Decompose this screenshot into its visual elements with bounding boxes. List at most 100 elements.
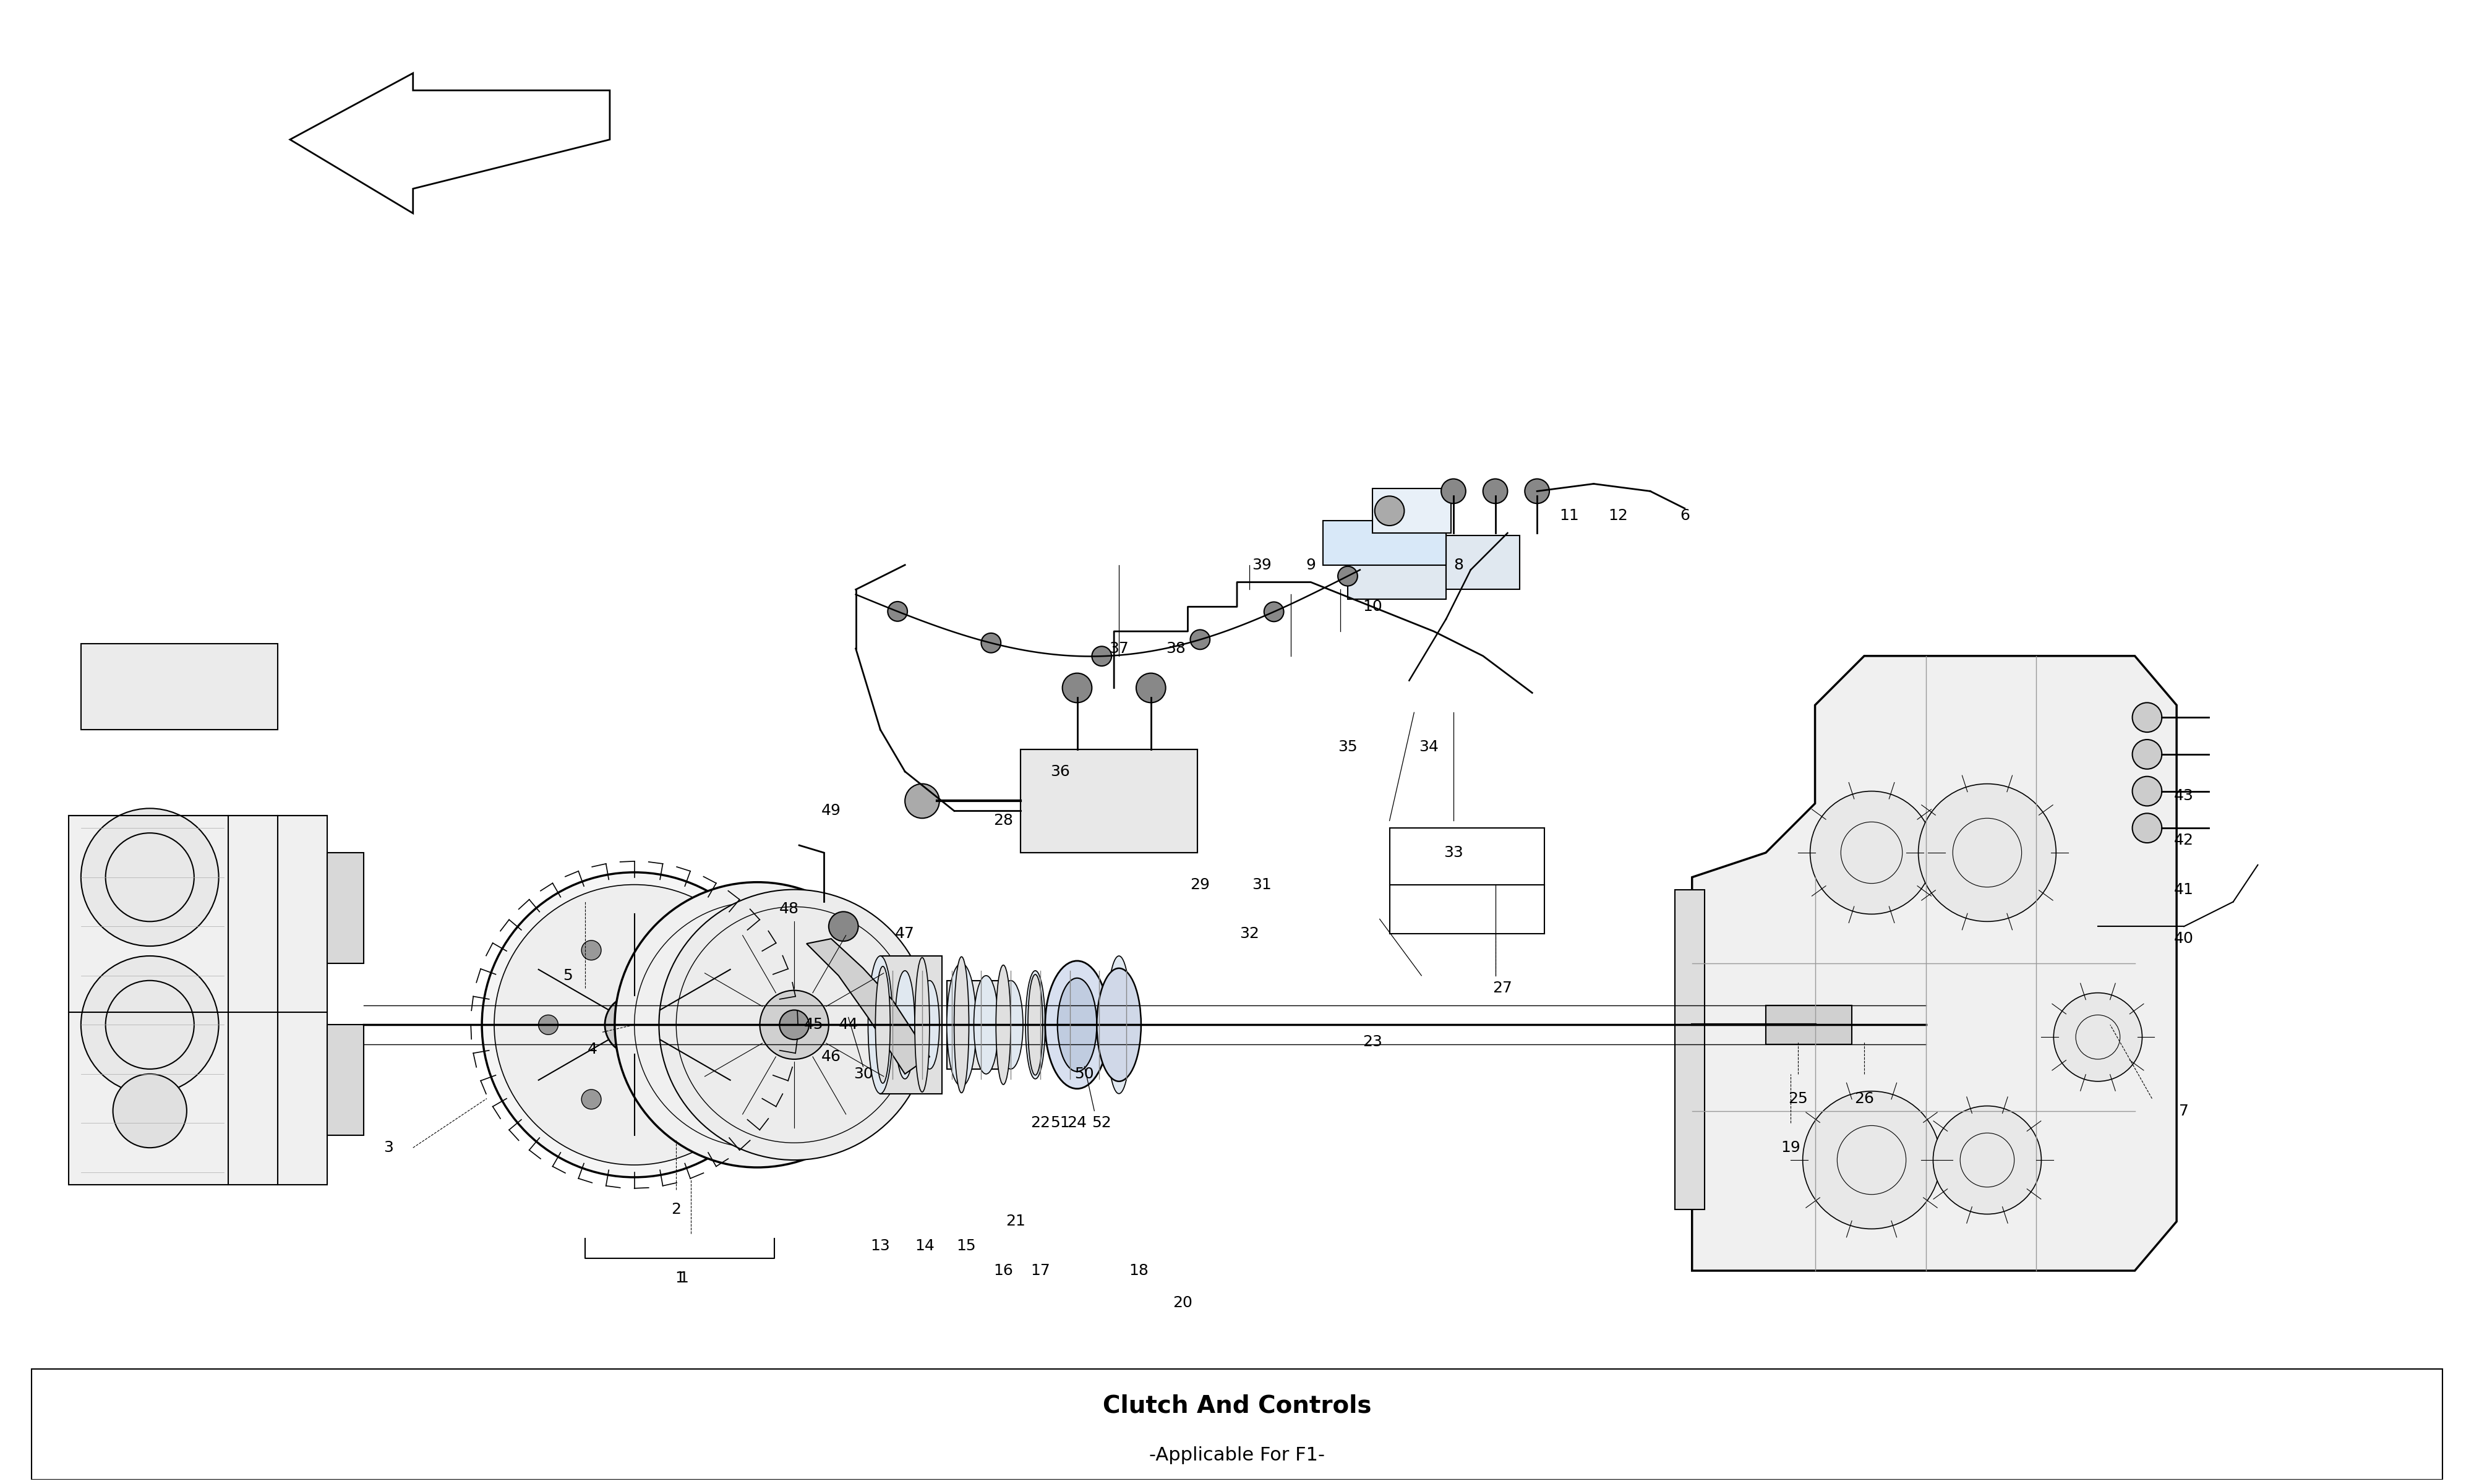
Bar: [82, 644, 277, 730]
Text: 43: 43: [2175, 788, 2194, 803]
Circle shape: [604, 996, 663, 1054]
Text: 51: 51: [1049, 1116, 1069, 1131]
Text: 16: 16: [995, 1263, 1014, 1278]
Circle shape: [581, 1089, 601, 1109]
Ellipse shape: [1069, 963, 1098, 1086]
Text: 1: 1: [678, 1270, 688, 1285]
Ellipse shape: [1056, 978, 1096, 1071]
Text: 3: 3: [383, 1140, 393, 1155]
Text: 2: 2: [670, 1202, 680, 1217]
Bar: [327, 853, 364, 963]
Bar: [32, 1370, 2442, 1480]
Text: -Applicable For F1-: -Applicable For F1-: [1148, 1445, 1326, 1465]
Text: 9: 9: [1306, 558, 1316, 573]
Circle shape: [779, 1011, 809, 1039]
Circle shape: [2053, 993, 2142, 1082]
Bar: [327, 1025, 364, 1135]
Text: 14: 14: [915, 1239, 935, 1254]
Text: 7: 7: [2180, 1104, 2189, 1119]
Text: 4: 4: [589, 1042, 599, 1057]
Bar: [685, 953, 705, 972]
Text: 46: 46: [821, 1049, 841, 1064]
Text: 27: 27: [1492, 981, 1512, 996]
Text: 19: 19: [1781, 1140, 1801, 1155]
Circle shape: [539, 1015, 559, 1034]
Text: 13: 13: [871, 1239, 891, 1254]
Text: 17: 17: [1029, 1263, 1049, 1278]
Text: 37: 37: [1108, 641, 1128, 656]
Text: 38: 38: [1165, 641, 1185, 656]
Bar: [881, 956, 943, 1094]
Text: 44: 44: [839, 1018, 858, 1033]
Ellipse shape: [1027, 975, 1042, 1074]
Circle shape: [710, 1015, 730, 1034]
Text: Clutch And Controls: Clutch And Controls: [1103, 1393, 1371, 1417]
Bar: [685, 1077, 705, 1097]
Ellipse shape: [920, 981, 940, 1068]
Text: 35: 35: [1338, 739, 1358, 754]
Text: 11: 11: [1559, 509, 1578, 524]
Circle shape: [668, 941, 688, 960]
Text: 26: 26: [1856, 1091, 1875, 1106]
Circle shape: [82, 809, 218, 947]
Polygon shape: [289, 73, 609, 214]
Bar: [747, 926, 767, 947]
Bar: [1766, 1005, 1853, 1045]
Bar: [948, 981, 1009, 1068]
Circle shape: [658, 889, 930, 1160]
Circle shape: [82, 956, 218, 1094]
Circle shape: [1264, 603, 1284, 622]
Circle shape: [1482, 479, 1507, 503]
Text: 32: 32: [1239, 926, 1259, 941]
Circle shape: [1811, 791, 1932, 914]
Text: 45: 45: [804, 1018, 824, 1033]
Text: 30: 30: [854, 1067, 873, 1082]
Text: 6: 6: [1680, 509, 1690, 524]
Bar: [1675, 889, 1705, 1209]
Ellipse shape: [896, 971, 915, 1079]
Circle shape: [740, 1008, 774, 1042]
Circle shape: [982, 634, 1002, 653]
Circle shape: [703, 971, 811, 1079]
Circle shape: [618, 1011, 648, 1039]
Text: 40: 40: [2175, 932, 2194, 947]
Text: 42: 42: [2175, 833, 2194, 847]
Ellipse shape: [997, 965, 1012, 1085]
Circle shape: [1136, 674, 1165, 702]
Bar: [658, 1015, 678, 1034]
Text: 39: 39: [1252, 558, 1272, 573]
Text: 34: 34: [1420, 739, 1440, 754]
Text: 22: 22: [1029, 1116, 1049, 1131]
Ellipse shape: [1049, 981, 1069, 1068]
Ellipse shape: [1044, 960, 1108, 1089]
Text: 5: 5: [564, 968, 574, 982]
Text: 10: 10: [1363, 600, 1383, 614]
Bar: [1022, 749, 1197, 853]
Polygon shape: [807, 939, 930, 1074]
Circle shape: [760, 990, 829, 1060]
Text: 52: 52: [1091, 1116, 1111, 1131]
Circle shape: [581, 941, 601, 960]
Ellipse shape: [1024, 971, 1044, 1079]
Circle shape: [668, 1089, 688, 1109]
Text: 12: 12: [1608, 509, 1628, 524]
Bar: [1324, 521, 1447, 565]
Circle shape: [905, 784, 940, 818]
Text: 31: 31: [1252, 877, 1272, 892]
Ellipse shape: [876, 966, 891, 1083]
Circle shape: [722, 990, 792, 1060]
Circle shape: [1061, 674, 1091, 702]
Text: 41: 41: [2175, 881, 2194, 896]
Circle shape: [1190, 629, 1210, 650]
Text: 18: 18: [1128, 1263, 1148, 1278]
Text: 48: 48: [779, 902, 799, 917]
Text: 29: 29: [1190, 877, 1210, 892]
Bar: [1447, 536, 1519, 589]
Circle shape: [495, 884, 774, 1165]
Circle shape: [2133, 776, 2162, 806]
Bar: [747, 1104, 767, 1123]
Text: 1: 1: [675, 1270, 685, 1285]
Ellipse shape: [1106, 956, 1131, 1094]
Ellipse shape: [915, 957, 930, 1092]
Text: 21: 21: [1007, 1214, 1027, 1229]
